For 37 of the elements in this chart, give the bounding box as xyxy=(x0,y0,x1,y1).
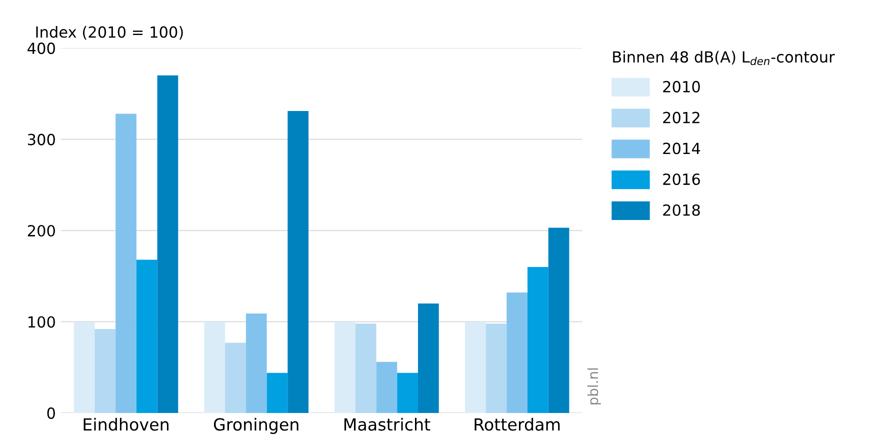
bar xyxy=(527,267,548,413)
y-tick-label: 300 xyxy=(28,134,55,146)
bar xyxy=(464,322,486,413)
bar xyxy=(376,362,398,413)
x-tick-label: Rotterdam xyxy=(474,418,560,431)
y-axis-title: Index (2010 = 100) xyxy=(36,26,183,40)
bar xyxy=(246,314,267,413)
x-tick-label: Eindhoven xyxy=(84,418,168,431)
bar xyxy=(74,322,95,413)
bar xyxy=(204,322,226,413)
legend-label: 2014 xyxy=(663,142,700,154)
text: pbl.nl xyxy=(587,368,601,404)
bar xyxy=(486,324,507,413)
bar xyxy=(397,372,418,413)
bar xyxy=(225,342,246,413)
bar xyxy=(94,329,116,413)
y-tick-label: 200 xyxy=(28,224,55,237)
x-tick-label: Maastricht xyxy=(344,418,430,431)
legend-label: 2018 xyxy=(663,204,700,216)
bar xyxy=(334,322,356,413)
bar xyxy=(136,260,158,413)
bar xyxy=(506,292,528,413)
bar xyxy=(116,114,136,413)
bar xyxy=(355,324,376,413)
legend-label: 2016 xyxy=(663,173,700,186)
x-tick-label: Groningen xyxy=(214,418,298,434)
bar xyxy=(288,111,308,413)
y-tick-label: 0 xyxy=(47,407,55,419)
bar xyxy=(157,75,178,413)
legend-label: 2012 xyxy=(663,112,700,124)
legend-title: Binnen 48 dB(A) L$_{den}$-contour xyxy=(613,50,835,66)
y-tick-label: 100 xyxy=(28,316,55,328)
y-tick-label: 400 xyxy=(28,42,55,54)
bar xyxy=(266,372,288,413)
bar xyxy=(548,228,570,413)
legend-label: 2010 xyxy=(663,80,700,92)
bar xyxy=(418,303,439,413)
